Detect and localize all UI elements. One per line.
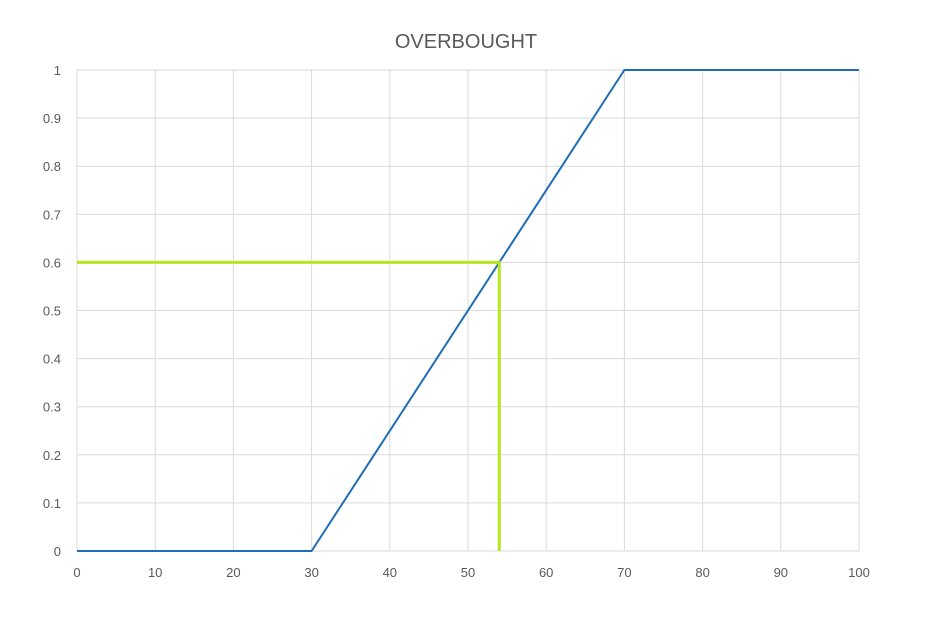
y-tick-label: 0.3 [43,400,61,415]
y-tick-label: 0.2 [43,448,61,463]
x-tick-label: 70 [617,565,631,580]
y-tick-label: 1 [54,63,61,78]
x-tick-label: 10 [148,565,162,580]
x-tick-label: 60 [539,565,553,580]
x-tick-label: 100 [848,565,870,580]
x-tick-label: 20 [226,565,240,580]
y-axis: 0 0.1 0.2 0.3 0.4 0.5 0.6 0.7 0.8 0.9 1 [43,63,61,559]
y-tick-label: 0.1 [43,496,61,511]
y-tick-label: 0.8 [43,159,61,174]
x-tick-label: 30 [304,565,318,580]
chart-title: OVERBOUGHT [395,31,537,53]
y-tick-label: 0.9 [43,111,61,126]
x-tick-label: 40 [383,565,397,580]
annotation-line [77,260,501,551]
x-tick-label: 80 [695,565,709,580]
y-tick-label: 0.7 [43,207,61,222]
x-tick-label: 90 [774,565,788,580]
x-axis: 0 10 20 30 40 50 60 70 80 90 100 [73,565,869,580]
y-tick-label: 0.6 [43,255,61,270]
x-tick-label: 0 [73,565,80,580]
series-line [77,69,859,552]
plot-area [77,69,859,552]
x-tick-label: 50 [461,565,475,580]
y-tick-label: 0.5 [43,304,61,319]
y-tick-label: 0 [54,544,61,559]
y-tick-label: 0.4 [43,352,61,367]
